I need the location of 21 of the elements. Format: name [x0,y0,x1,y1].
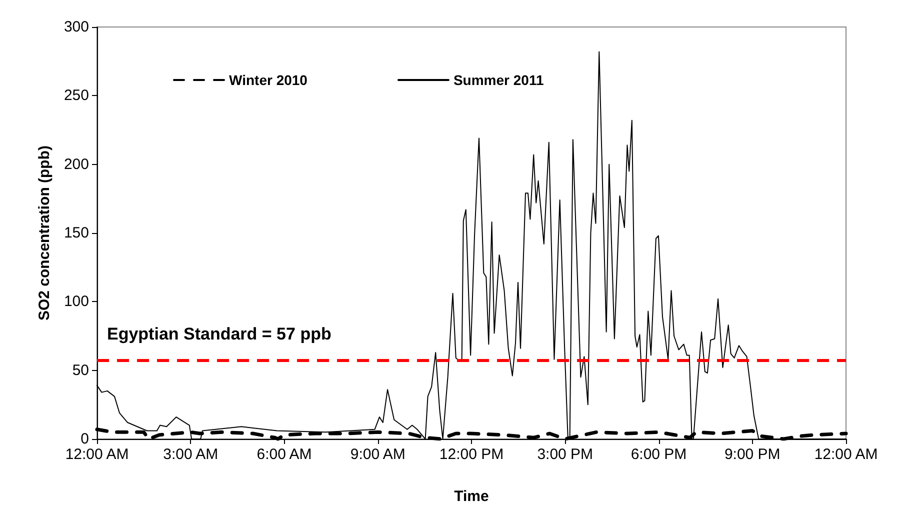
legend-label: Winter 2010 [229,72,308,88]
x-tick-label: 3:00 PM [537,446,594,463]
y-tick-label: 0 [80,430,89,448]
y-tick-label: 150 [64,224,89,242]
y-tick-label: 100 [64,293,89,310]
x-tick-label: 6:00 PM [630,446,687,463]
x-tick-label: 9:00 AM [350,446,406,463]
y-tick-label: 200 [64,156,89,173]
x-tick-label: 9:00 PM [724,446,780,463]
y-tick-label: 50 [72,362,89,379]
x-tick-label: 12:00 AM [814,446,878,463]
y-tick-label: 250 [64,87,89,104]
x-tick-label: 6:00 AM [256,446,312,463]
y-axis-title: SO2 concentration (ppb) [36,145,53,321]
ref-line-label: Egyptian Standard = 57 ppb [107,324,332,344]
x-axis-title: Time [454,488,489,505]
y-tick-label: 300 [64,18,89,36]
x-tick-label: 12:00 PM [439,446,504,463]
legend-label: Summer 2011 [453,72,544,88]
x-tick-label: 12:00 AM [65,446,129,463]
x-tick-label: 3:00 AM [163,446,218,463]
